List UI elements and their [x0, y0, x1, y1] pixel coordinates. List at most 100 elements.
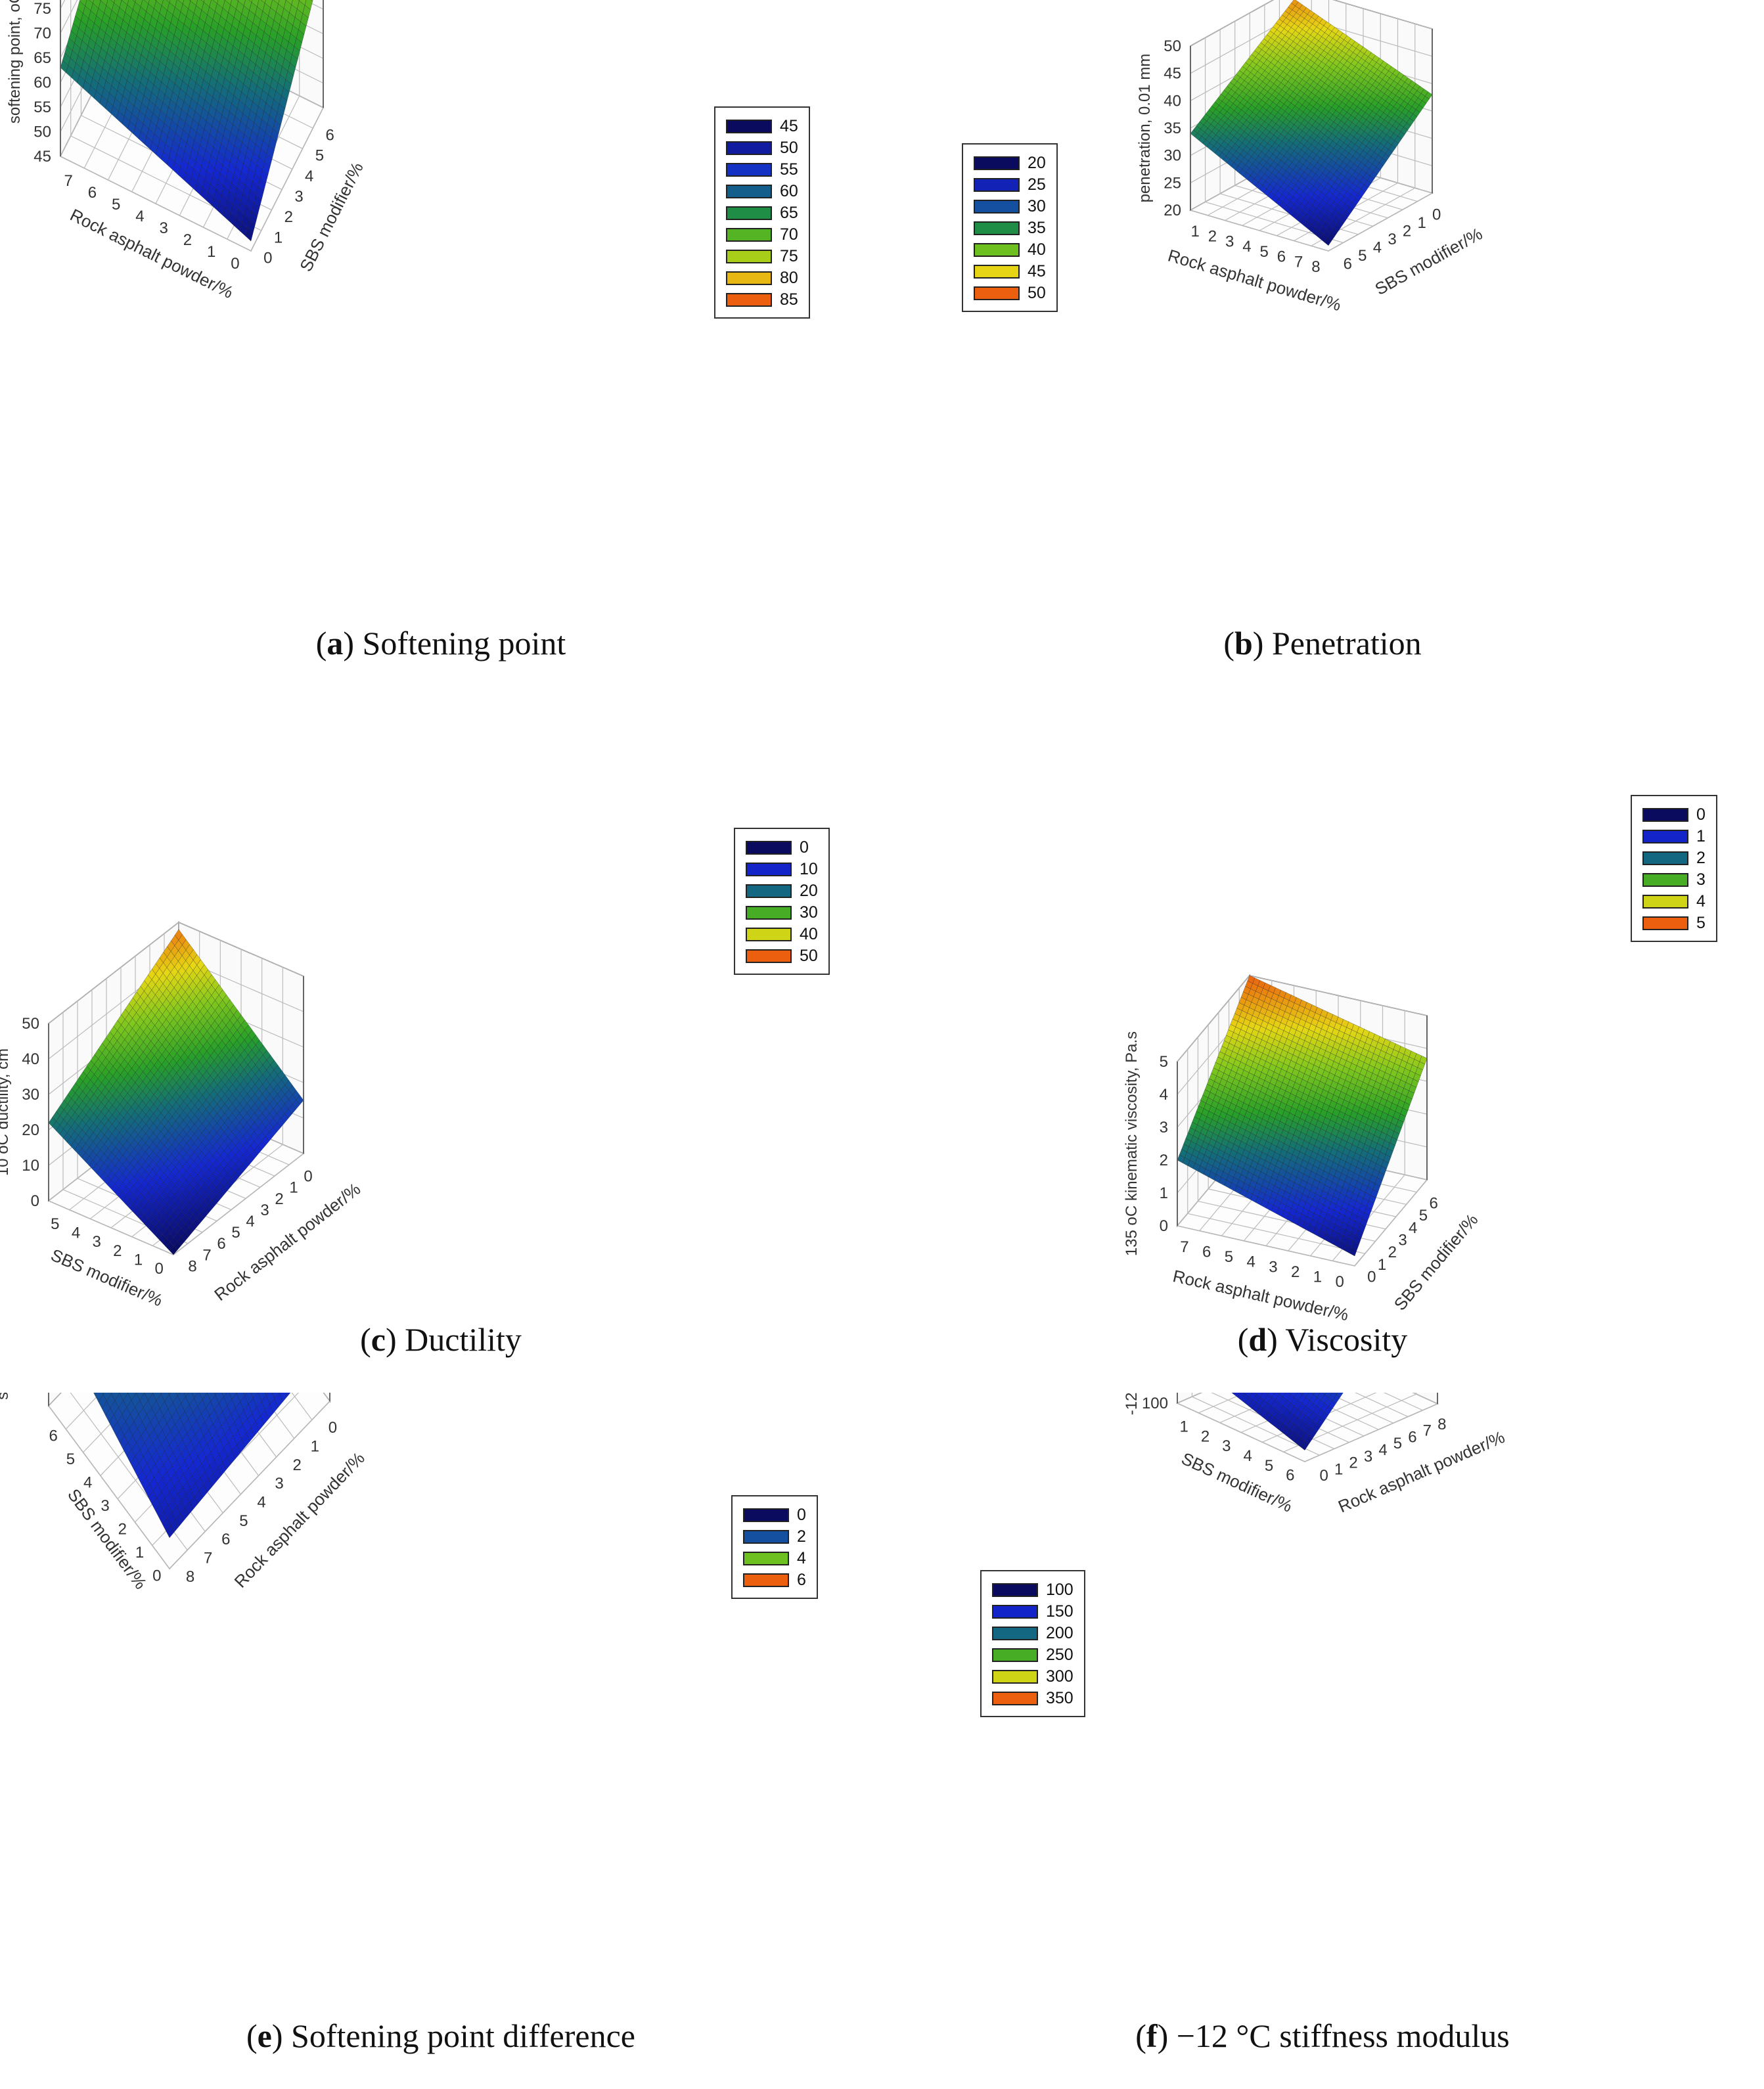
- legend-entry: 70: [726, 224, 798, 246]
- right-axis-tick-label: 0: [263, 249, 272, 267]
- right-axis-tick-label: 3: [260, 1202, 269, 1219]
- legend-entry: 0: [746, 837, 818, 859]
- legend-entry: 45: [726, 116, 798, 137]
- legend-label: 30: [1028, 197, 1046, 216]
- plot-a: 455055606570758085softening point, oC765…: [6, 0, 367, 302]
- z-tick-label: 50: [22, 1015, 39, 1033]
- legend-entry: 60: [726, 181, 798, 202]
- caption-softening-point: (a) Softening point: [0, 624, 882, 662]
- z-axis-title: penetration, 0.01 mm: [1136, 54, 1154, 203]
- right-axis-tick-label: 1: [274, 229, 283, 246]
- z-tick-label: 30: [22, 1086, 39, 1104]
- right-axis-tick-label: 5: [231, 1224, 240, 1242]
- legend-entry: 30: [746, 902, 818, 924]
- legend-swatch: [726, 271, 772, 285]
- legend-entry: 50: [726, 137, 798, 159]
- legend-entry: 55: [726, 159, 798, 181]
- legend-entry: 65: [726, 202, 798, 224]
- z-tick-label: 40: [1164, 92, 1181, 110]
- z-axis-title: 10 oC ductility, cm: [0, 1048, 12, 1176]
- z-tick-label: 55: [34, 99, 51, 116]
- legend-entry: 40: [746, 924, 818, 945]
- left-axis-tick-label: 6: [1277, 248, 1286, 266]
- legend-swatch: [726, 228, 772, 242]
- left-axis-tick-label: 3: [92, 1233, 101, 1251]
- z-tick-label: 30: [1164, 147, 1181, 165]
- legend-label: 10: [800, 860, 818, 879]
- legend-swatch: [746, 841, 792, 855]
- left-axis-title: SBS modifier/%: [48, 1245, 166, 1311]
- legend-entry: 50: [746, 945, 818, 967]
- legend-label: 85: [780, 290, 798, 309]
- legend-swatch: [974, 156, 1020, 170]
- z-tick-label: 70: [34, 25, 51, 43]
- z-tick-label: 4: [1160, 1086, 1168, 1104]
- right-axis-tick-label: 8: [188, 1257, 196, 1275]
- left-axis-tick-label: 0: [154, 1260, 163, 1278]
- left-axis-title: Rock asphalt powder/%: [1165, 245, 1343, 315]
- legend-label: 45: [1028, 262, 1046, 281]
- legend-entry: 20: [974, 152, 1046, 174]
- left-axis-tick-label: 8: [1311, 258, 1320, 276]
- legend-swatch: [974, 178, 1020, 192]
- z-tick-label: 20: [22, 1121, 39, 1139]
- legend-label: 50: [780, 139, 798, 158]
- legend-swatch: [726, 185, 772, 198]
- legend-label: 40: [1028, 240, 1046, 259]
- legend-swatch: [746, 906, 792, 920]
- left-axis-tick-label: 1: [134, 1251, 143, 1269]
- legend-swatch: [726, 120, 772, 133]
- legend-swatch: [746, 884, 792, 898]
- z-tick-label: 25: [1164, 174, 1181, 192]
- legend-entry: 50: [974, 282, 1046, 304]
- right-axis-tick-label: 6: [217, 1235, 225, 1253]
- legend-swatch: [974, 200, 1020, 213]
- legend-entry: 80: [726, 267, 798, 289]
- legend-swatch: [746, 863, 792, 876]
- legend-label: 40: [800, 925, 818, 944]
- legend-label: 30: [800, 903, 818, 922]
- legend-label: 50: [1028, 284, 1046, 303]
- legend-swatch: [746, 949, 792, 963]
- legend-entry: 30: [974, 196, 1046, 217]
- legend-label: 45: [780, 117, 798, 136]
- z-tick-label: 65: [34, 49, 51, 67]
- legend-swatch: [974, 243, 1020, 257]
- z-tick-label: 5: [1160, 1053, 1168, 1071]
- left-axis-tick-label: 5: [112, 196, 120, 213]
- z-tick-label: 35: [1164, 120, 1181, 137]
- right-axis-tick-label: 2: [275, 1190, 283, 1208]
- left-axis-tick-label: 5: [1225, 1248, 1233, 1266]
- right-axis-tick-label: 4: [1373, 239, 1382, 257]
- left-axis-tick-label: 3: [1225, 233, 1234, 250]
- left-axis-tick-label: 7: [1180, 1238, 1188, 1256]
- right-axis-tick-label: 1: [1417, 214, 1426, 232]
- legend-swatch: [974, 286, 1020, 300]
- right-axis-tick-label: 5: [1358, 247, 1367, 265]
- legend-label: 55: [780, 160, 798, 179]
- z-axis-title: 135 oC kinematic viscosity, Pa.s: [1123, 1031, 1141, 1256]
- left-axis-tick-label: 5: [1259, 243, 1268, 261]
- legend-label: 80: [780, 269, 798, 288]
- right-axis-tick-label: 6: [1344, 256, 1352, 273]
- z-tick-label: 3: [1160, 1119, 1168, 1136]
- legend-entry: 85: [726, 289, 798, 311]
- legend-entry: 10: [746, 859, 818, 880]
- right-axis-tick-label: 4: [305, 168, 313, 185]
- legend-label: 35: [1028, 219, 1046, 238]
- caption-ductility: (c) Ductility: [0, 1320, 882, 1359]
- z-tick-label: 40: [22, 1050, 39, 1068]
- legend-entry: 45: [974, 261, 1046, 282]
- left-axis-tick-label: 7: [1294, 253, 1303, 271]
- legend-label: 60: [780, 182, 798, 201]
